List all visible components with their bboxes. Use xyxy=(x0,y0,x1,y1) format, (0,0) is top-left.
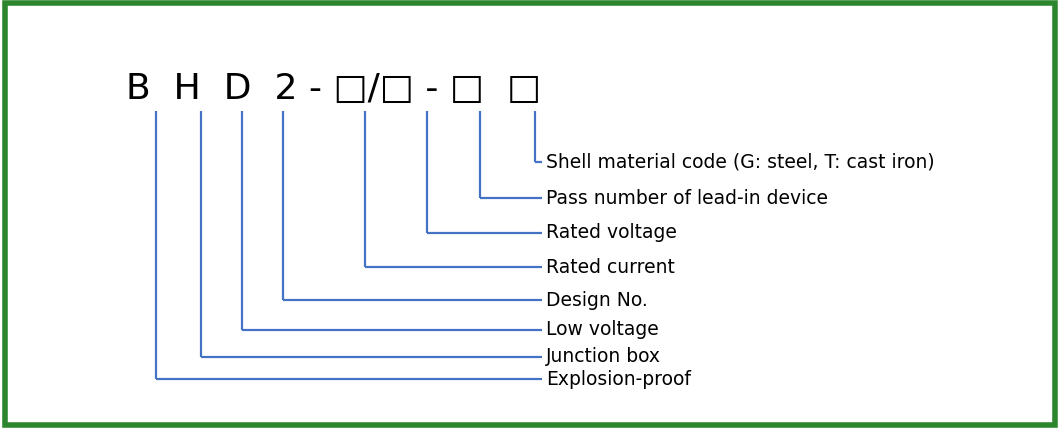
Text: Rated voltage: Rated voltage xyxy=(546,223,676,242)
Text: Explosion-proof: Explosion-proof xyxy=(546,370,690,389)
Text: Junction box: Junction box xyxy=(546,348,660,366)
Text: Low voltage: Low voltage xyxy=(546,320,658,339)
Text: B  H  D  2 - □/□ - □  □: B H D 2 - □/□ - □ □ xyxy=(126,72,542,106)
Text: Shell material code (G: steel, T: cast iron): Shell material code (G: steel, T: cast i… xyxy=(546,152,934,171)
Text: Rated current: Rated current xyxy=(546,258,674,277)
Text: Design No.: Design No. xyxy=(546,291,648,310)
Text: Pass number of lead-in device: Pass number of lead-in device xyxy=(546,188,828,208)
